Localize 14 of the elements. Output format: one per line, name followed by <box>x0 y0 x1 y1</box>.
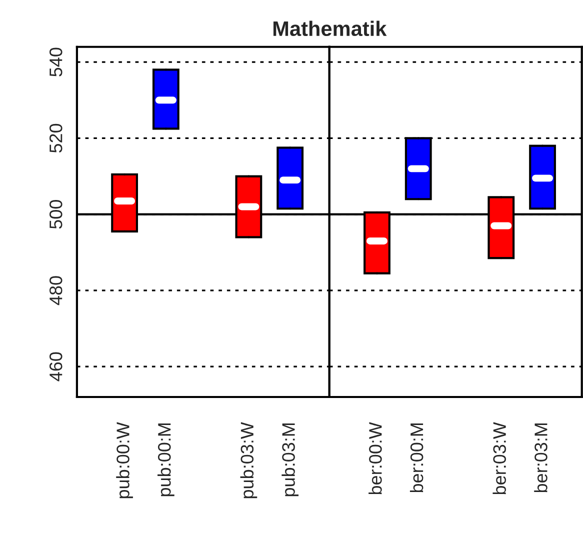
y-tick-label: 480 <box>49 276 62 306</box>
x-tick-label: pub:03:M <box>282 423 298 496</box>
x-tick-label: ber:00:W <box>368 422 382 494</box>
x-tick-label: pub:00:M <box>158 423 174 496</box>
x-tick-label: pub:03:W <box>240 422 258 498</box>
x-tick-label: ber:00:M <box>410 423 424 492</box>
x-tick-label: ber:03:W <box>492 422 506 494</box>
y-tick-label: 460 <box>49 352 62 382</box>
x-tick-label: ber:03:M <box>534 423 548 492</box>
chart-title: Mathematik <box>273 20 387 36</box>
y-tick-label: 500 <box>49 200 62 229</box>
x-tick-label: pub:00:W <box>116 422 133 498</box>
y-tick-label: 520 <box>49 124 62 153</box>
y-tick-label: 540 <box>49 48 62 76</box>
